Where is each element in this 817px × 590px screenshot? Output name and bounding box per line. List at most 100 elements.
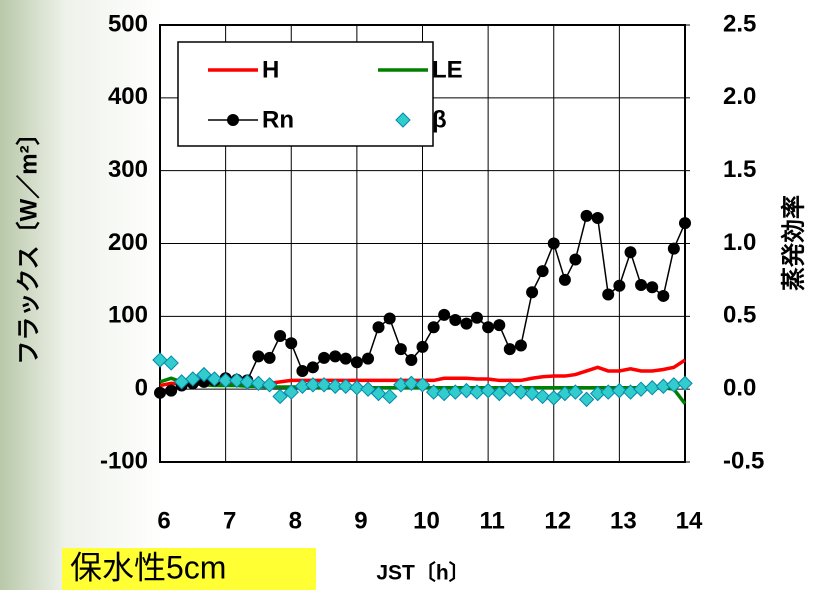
rn-point: [154, 386, 166, 399]
legend-label: β: [432, 106, 447, 133]
beta-point: [480, 382, 496, 399]
caption: 保水性5cm: [70, 549, 226, 585]
beta-point: [261, 377, 278, 393]
beta-point: [316, 377, 332, 393]
caption-box: [62, 548, 316, 590]
beta-point: [425, 384, 442, 400]
legend-box: [177, 41, 434, 147]
rn-point: [460, 317, 473, 330]
beta-point: [677, 375, 693, 392]
rn-point: [252, 350, 265, 363]
beta-point: [152, 352, 168, 368]
rn-point: [427, 321, 440, 334]
y-tick-label: 0: [135, 375, 148, 402]
beta-point: [414, 377, 431, 393]
rn-point: [591, 212, 604, 225]
y-tick-label: 500: [108, 10, 148, 37]
x-tick-label: 11: [479, 507, 504, 534]
beta-point: [524, 385, 540, 402]
legend-label: H: [262, 56, 279, 83]
rn-point: [383, 312, 396, 325]
rn-point: [667, 242, 680, 255]
rn-point: [646, 281, 659, 294]
beta-point: [360, 381, 376, 397]
y2-tick-label: -0.5: [723, 447, 764, 474]
beta-point: [349, 380, 365, 396]
y2-tick-label: 0.5: [723, 302, 756, 329]
y2-tick-label: 1.0: [723, 229, 756, 256]
y-axis-label: フラックス〔W／m²〕: [15, 121, 42, 364]
beta-point: [305, 377, 321, 393]
beta-point: [403, 375, 420, 392]
rn-point: [296, 364, 309, 377]
rn-point: [635, 279, 648, 292]
rn-point: [657, 289, 670, 302]
rn-point: [416, 340, 429, 353]
rn-point: [449, 313, 462, 326]
y2-axis-label: 蒸発効率: [779, 195, 807, 291]
beta-point: [567, 384, 584, 400]
rn-point: [318, 351, 331, 364]
beta-point: [370, 385, 387, 402]
beta-point: [283, 384, 299, 400]
y2-tick-label: 2.0: [723, 83, 756, 110]
x-tick-label: 9: [354, 507, 367, 534]
rn-point: [613, 279, 626, 292]
beta-point: [381, 388, 398, 405]
rn-point: [602, 288, 615, 301]
x-tick-label: 10: [413, 507, 440, 534]
rn-point: [350, 356, 363, 369]
beta-point: [546, 390, 562, 406]
rn-point: [569, 253, 582, 266]
legend-marker: [227, 114, 239, 126]
rn-point: [470, 311, 483, 324]
rn-point: [306, 361, 319, 374]
beta-point: [217, 372, 234, 389]
beta-point: [338, 378, 354, 394]
y-tick-label: 200: [108, 229, 148, 256]
y-tick-label: 400: [108, 83, 148, 110]
rn-point: [372, 321, 385, 334]
beta-point: [513, 384, 529, 400]
y-tick-label: -100: [100, 447, 148, 474]
rn-point: [405, 354, 418, 367]
beta-point: [163, 355, 179, 371]
x-tick-label: 6: [157, 507, 170, 534]
rn-point: [547, 237, 560, 250]
x-tick-label: 8: [289, 507, 302, 534]
x-tick-label: 14: [676, 507, 703, 534]
y-tick-label: 300: [108, 156, 148, 183]
beta-point: [491, 385, 507, 402]
rn-point: [526, 286, 539, 299]
rn-point: [285, 337, 298, 350]
x-tick-label: 13: [610, 507, 637, 534]
rn-point: [536, 265, 549, 278]
rn-point: [503, 343, 516, 356]
legend-label: Rn: [262, 106, 294, 133]
rn-point: [624, 246, 637, 259]
rn-point: [514, 339, 527, 352]
beta-point: [502, 381, 518, 397]
rn-point: [339, 352, 352, 365]
beta-point: [250, 375, 267, 392]
rn-point: [558, 273, 571, 286]
rn-point: [679, 217, 691, 230]
beta-point: [327, 378, 343, 394]
rn-point: [263, 351, 276, 364]
beta-point: [185, 371, 201, 387]
legend-marker: [395, 112, 411, 128]
beta-point: [534, 388, 551, 405]
rn-point: [165, 384, 178, 397]
y2-tick-label: 2.5: [723, 10, 756, 37]
rn-point: [493, 319, 506, 332]
legend-label: LE: [432, 56, 463, 83]
y2-tick-label: 1.5: [723, 156, 756, 183]
rn-point: [438, 308, 451, 321]
x-tick-label: 7: [223, 507, 236, 534]
beta-point: [196, 366, 212, 383]
rn-point: [580, 209, 593, 222]
x-axis-label: JST〔h〕: [376, 561, 469, 585]
rn-point: [274, 329, 287, 342]
